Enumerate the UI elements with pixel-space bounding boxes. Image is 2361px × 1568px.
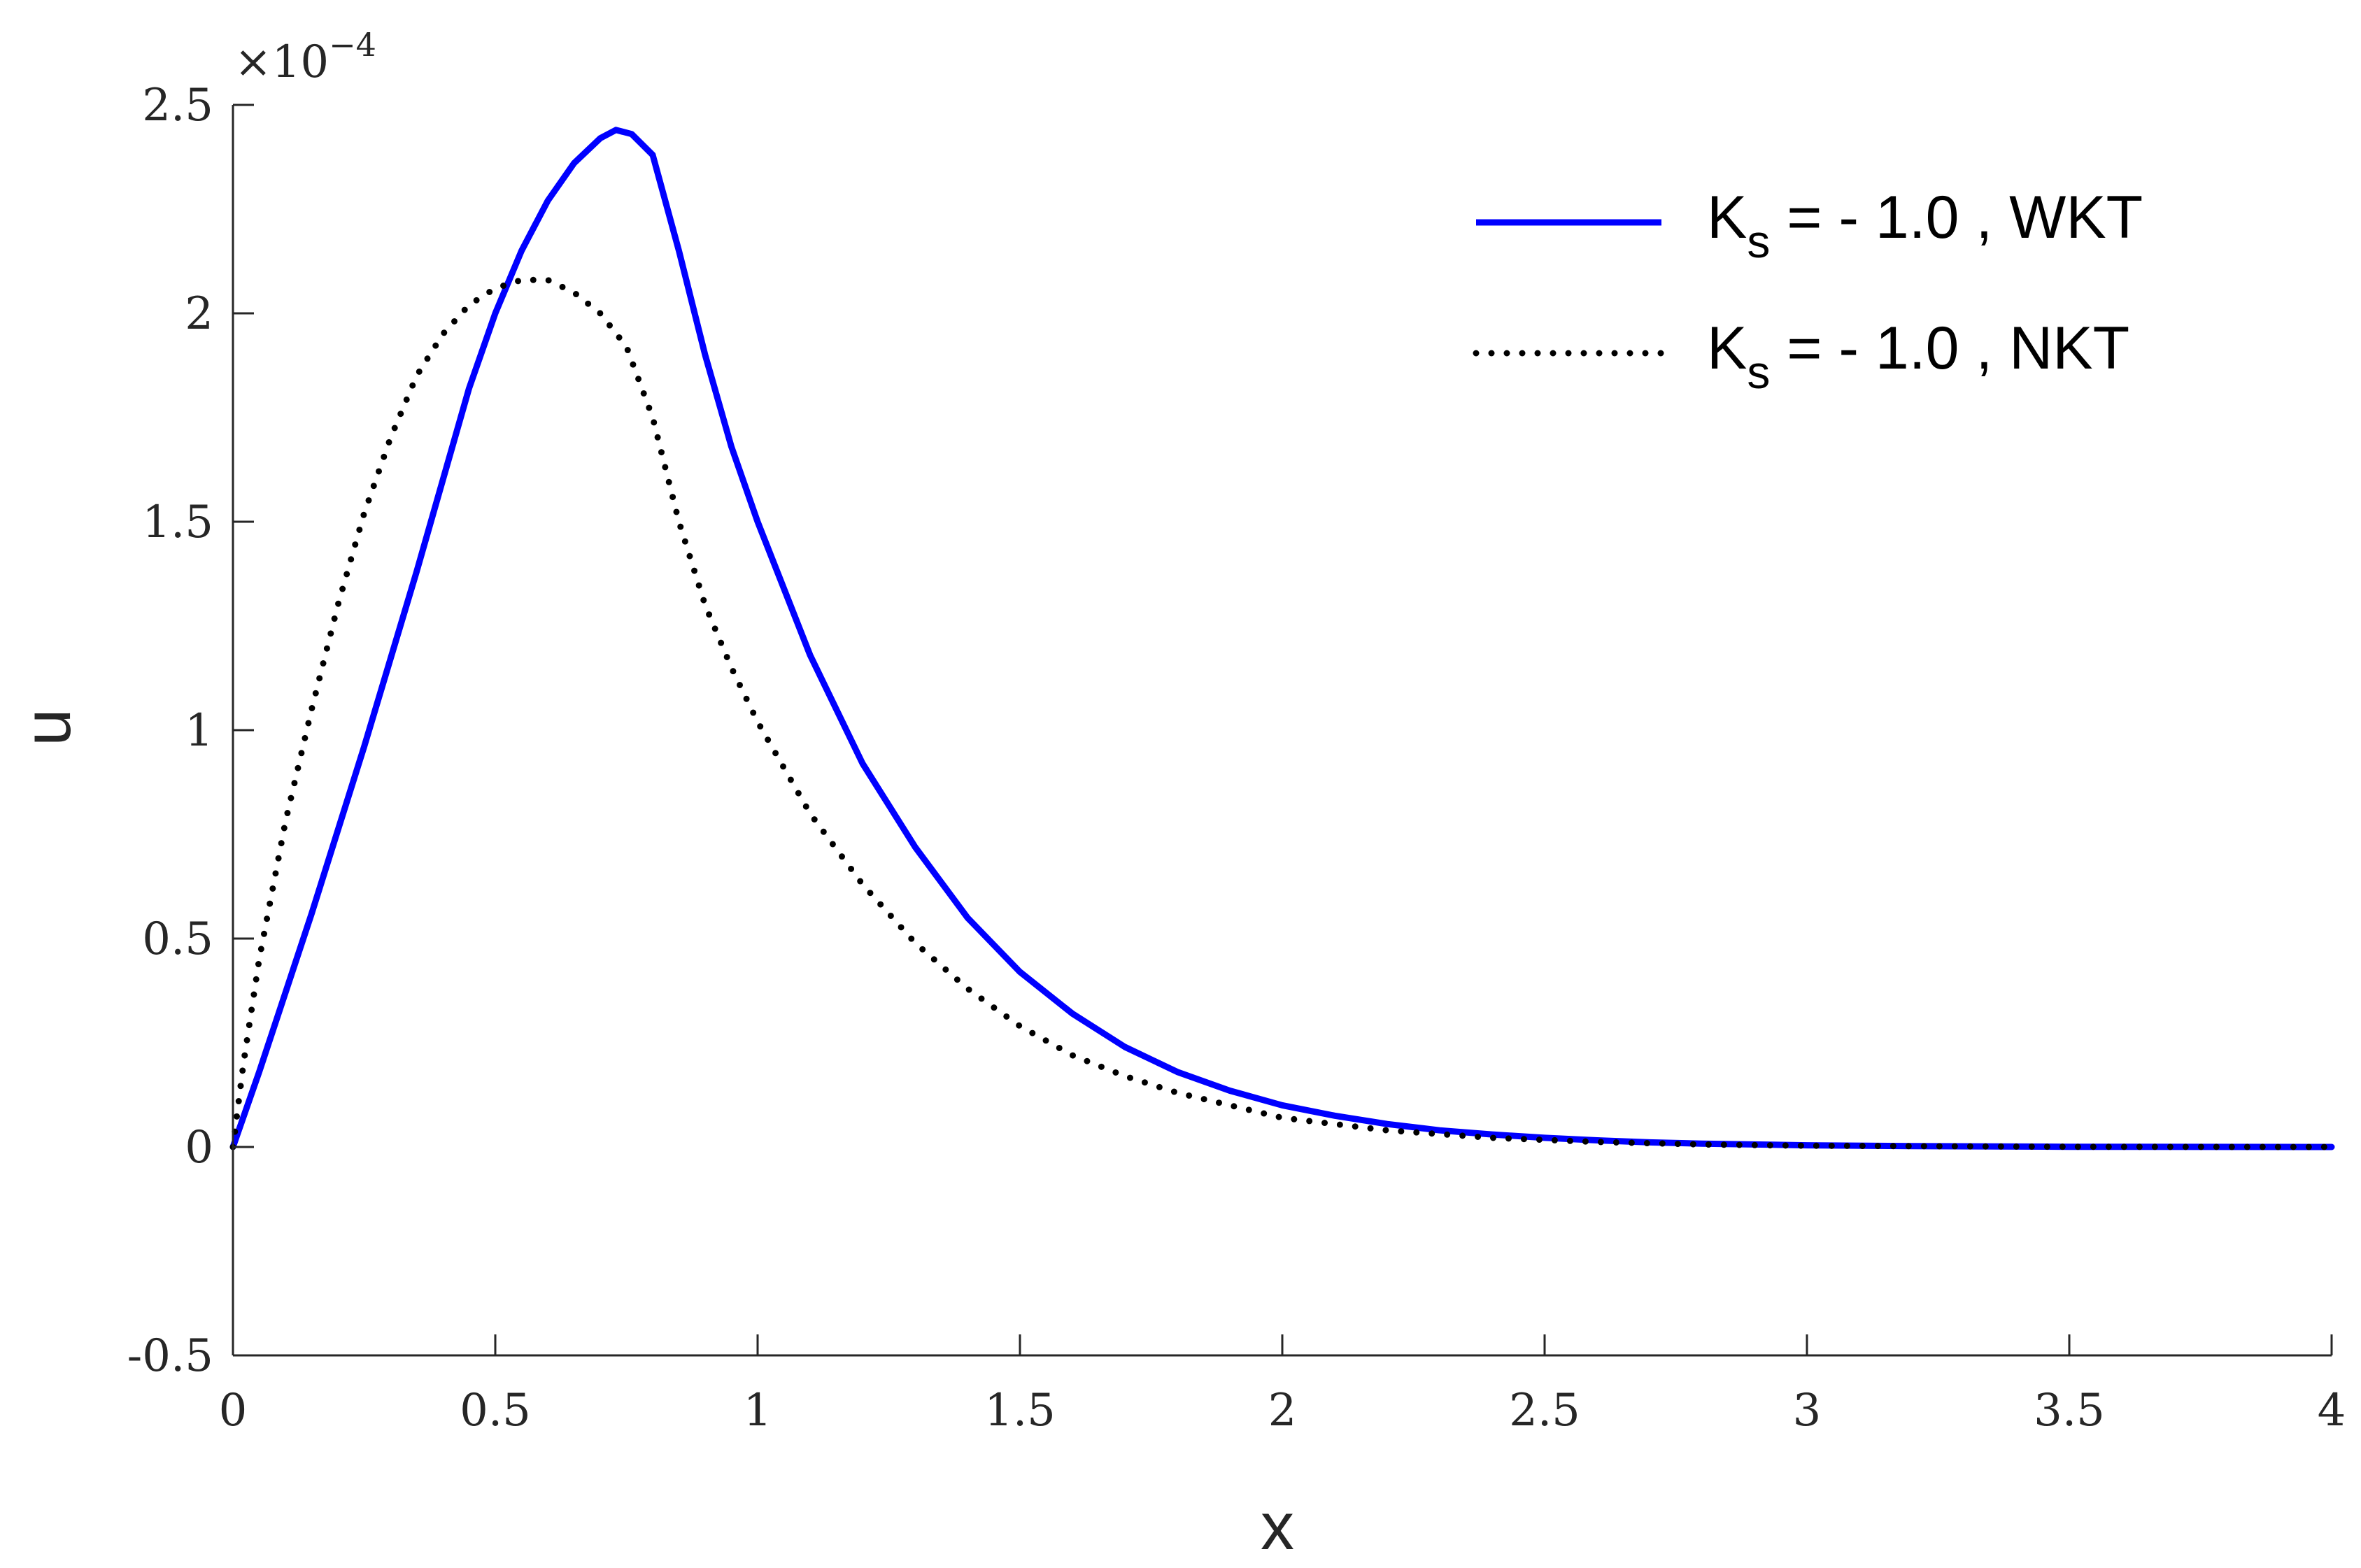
y-axis-label: u bbox=[10, 708, 85, 746]
plot-lines bbox=[229, 127, 2335, 1150]
y-tick-label: 2 bbox=[185, 288, 213, 340]
x-tick-label: 4 bbox=[2318, 1385, 2346, 1437]
y-tick-label: 1.5 bbox=[142, 497, 213, 548]
axes bbox=[232, 104, 2333, 1357]
legend-label-nkt: Ks = - 1.0 , NKT bbox=[1707, 315, 2129, 398]
x-tick-label: 1 bbox=[744, 1385, 772, 1437]
x-tick-label: 2 bbox=[1268, 1385, 1297, 1437]
x-tick-label: 2.5 bbox=[1509, 1385, 1580, 1437]
series-line-wkt bbox=[229, 127, 2335, 1150]
x-tick-label: 1.5 bbox=[984, 1385, 1056, 1437]
y-tick-label: 2.5 bbox=[142, 80, 213, 131]
x-axis-label: x bbox=[1261, 1489, 1294, 1564]
y-axis-exponent: ×10−4 bbox=[234, 26, 376, 88]
y-tick-label: 0 bbox=[185, 1122, 213, 1174]
y-tick-label: -0.5 bbox=[127, 1330, 213, 1382]
legend: Ks = - 1.0 , WKT Ks = - 1.0 , NKT bbox=[1473, 184, 2143, 398]
x-tick-label: 0.5 bbox=[460, 1385, 531, 1437]
x-tick-label: 3.5 bbox=[2034, 1385, 2105, 1437]
series-line-nkt bbox=[229, 276, 2335, 1150]
x-tick-label: 3 bbox=[1793, 1385, 1822, 1437]
legend-label-wkt: Ks = - 1.0 , WKT bbox=[1707, 184, 2143, 267]
y-tick-label: 0.5 bbox=[142, 913, 213, 965]
x-tick-label: 0 bbox=[219, 1385, 248, 1437]
tick-labels: 0 0.5 1 1.5 2 2.5 3 3.5 4-0.500.511.522.5 bbox=[127, 80, 2346, 1437]
y-tick-label: 1 bbox=[185, 705, 213, 757]
